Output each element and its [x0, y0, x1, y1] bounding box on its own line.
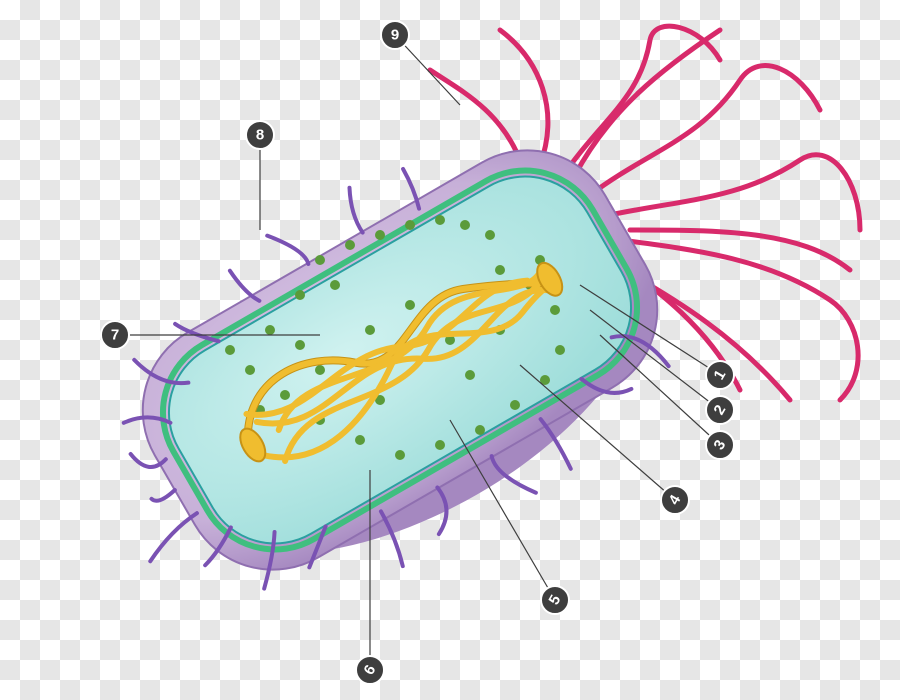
ribosome [475, 425, 485, 435]
ribosome [315, 255, 325, 265]
ribosome [295, 340, 305, 350]
ribosome [280, 390, 290, 400]
label-number-9: 9 [391, 27, 399, 44]
pilus [349, 188, 362, 233]
ribosome [375, 230, 385, 240]
ribosome [245, 365, 255, 375]
ribosome [460, 220, 470, 230]
ribosome [435, 215, 445, 225]
pilus [152, 490, 175, 501]
ribosome [395, 450, 405, 460]
ribosome [405, 300, 415, 310]
ribosome [555, 345, 565, 355]
pilus [150, 513, 197, 561]
pilus [267, 236, 308, 264]
ribosome [225, 345, 235, 355]
ribosome [465, 370, 475, 380]
ribosome [435, 440, 445, 450]
ribosome [495, 265, 505, 275]
ribosome [355, 435, 365, 445]
ribosome [485, 230, 495, 240]
ribosome [550, 305, 560, 315]
ribosome [345, 240, 355, 250]
ribosome [295, 290, 305, 300]
ribosome [315, 365, 325, 375]
pilus [230, 271, 259, 301]
ribosome [330, 280, 340, 290]
label-number-7: 7 [111, 327, 119, 344]
leader-line-3 [600, 335, 720, 445]
cell-diagram: 123456789 [0, 0, 900, 700]
ribosome [510, 400, 520, 410]
label-number-8: 8 [256, 127, 264, 144]
ribosome [365, 325, 375, 335]
ribosome [265, 325, 275, 335]
ribosome [405, 220, 415, 230]
